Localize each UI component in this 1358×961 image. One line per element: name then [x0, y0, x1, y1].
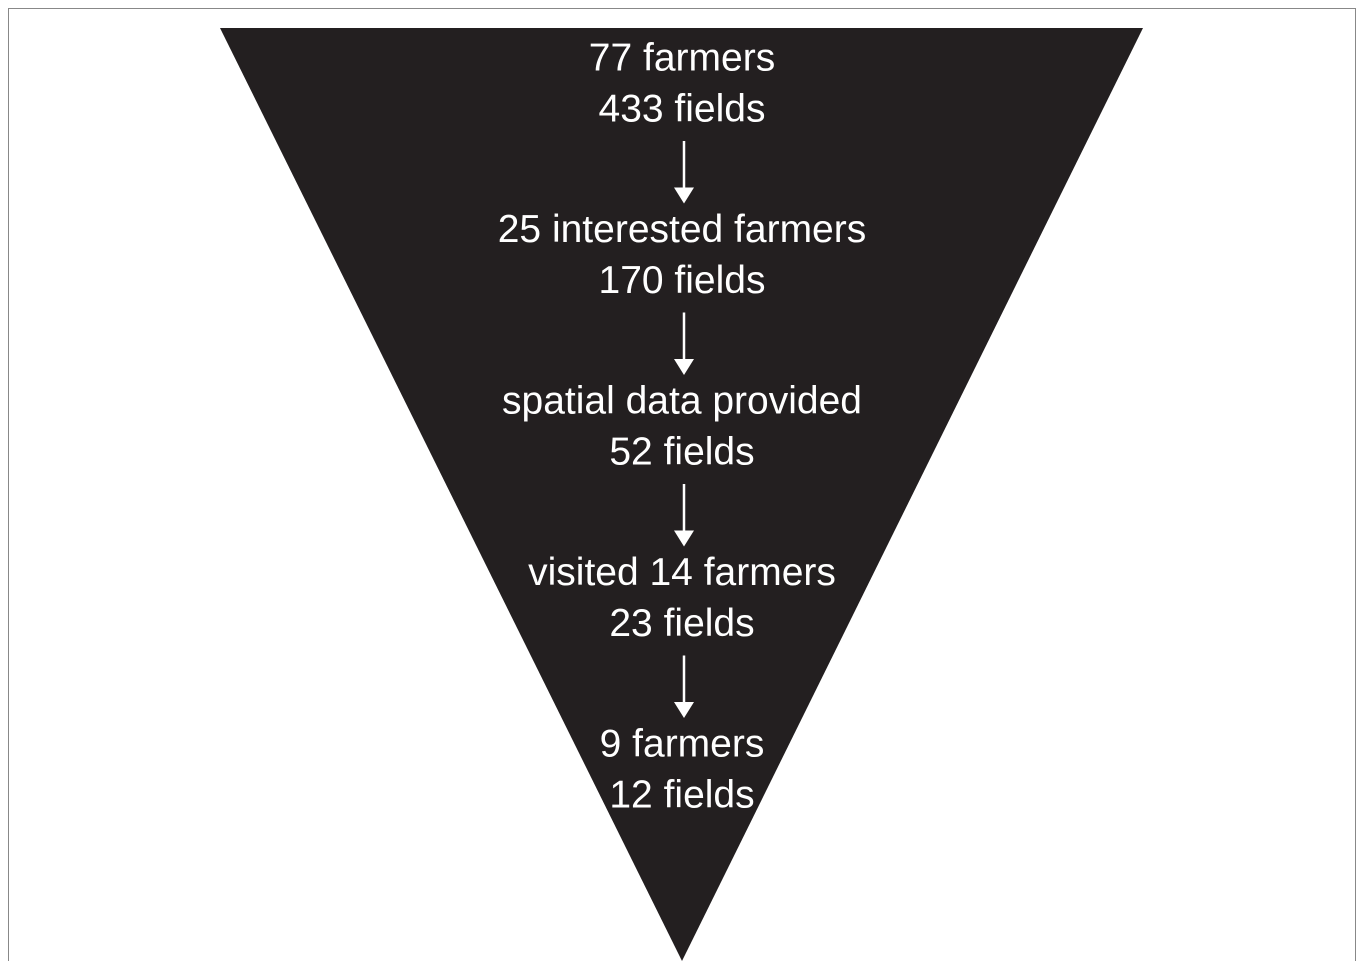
stage-line: 433 fields: [599, 87, 766, 130]
stage-line: visited 14 farmers: [528, 551, 836, 594]
arrow-head: [674, 702, 694, 718]
stage-line: 25 interested farmers: [498, 208, 867, 251]
stage-line: spatial data provided: [502, 379, 862, 422]
arrows: [674, 141, 694, 718]
funnel: [220, 28, 1143, 961]
stage-line: 170 fields: [599, 259, 766, 302]
stage-line: 9 farmers: [600, 722, 765, 765]
arrow-head: [674, 187, 694, 204]
stage-line: 23 fields: [609, 602, 754, 645]
arrow-head: [674, 530, 694, 547]
labels: 77 farmers 433 fields 25 interested farmer…: [498, 36, 867, 816]
arrow-head: [674, 359, 694, 375]
stage-line: 77 farmers: [589, 36, 775, 79]
stage-line: 52 fields: [609, 430, 754, 473]
stage-line: 12 fields: [609, 773, 754, 816]
